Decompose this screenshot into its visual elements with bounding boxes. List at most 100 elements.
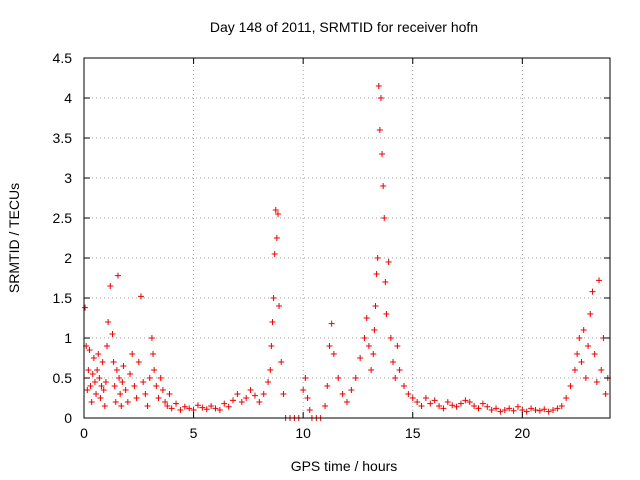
data-point-0-50	[155, 395, 162, 401]
data-point-0-49	[153, 383, 160, 389]
data-point-0-31	[118, 403, 125, 409]
data-point-0-104	[328, 320, 335, 327]
data-point-0-65	[208, 403, 215, 409]
data-point-0-70	[230, 397, 237, 404]
data-point-0-32	[119, 379, 126, 385]
data-point-0-41	[137, 293, 144, 300]
data-point-0-122	[376, 127, 383, 133]
data-point-0-29	[116, 375, 123, 381]
data-point-0-101	[322, 403, 329, 409]
data-point-0-44	[144, 403, 151, 409]
data-point-0-24	[110, 359, 117, 365]
data-point-0-142	[431, 397, 438, 404]
data-point-0-11	[94, 367, 101, 373]
data-point-0-156	[493, 405, 500, 412]
data-point-0-16	[99, 359, 106, 365]
data-point-0-22	[107, 283, 114, 289]
data-point-0-140	[422, 395, 429, 401]
data-point-0-67	[216, 407, 223, 413]
data-point-0-128	[383, 311, 390, 317]
data-point-0-4	[86, 347, 93, 353]
data-point-0-133	[394, 343, 401, 349]
data-point-0-185	[596, 277, 603, 284]
axes	[83, 57, 611, 419]
data-point-0-89	[280, 391, 287, 397]
data-point-0-0	[82, 304, 89, 311]
data-point-0-46	[148, 335, 155, 341]
data-point-0-5	[87, 383, 94, 389]
data-point-0-21	[105, 319, 112, 325]
data-point-0-95	[302, 375, 309, 381]
data-point-0-131	[390, 359, 397, 365]
data-point-0-80	[268, 343, 275, 349]
data-point-0-111	[357, 355, 364, 361]
data-point-0-26	[112, 399, 119, 405]
data-point-0-180	[585, 343, 592, 349]
data-point-0-143	[436, 403, 443, 409]
x-tick-label-1: 5	[190, 425, 198, 441]
data-point-0-135	[400, 383, 407, 389]
data-point-0-154	[484, 403, 491, 410]
data-point-0-146	[449, 402, 456, 409]
data-point-0-86	[274, 211, 281, 217]
data-point-0-163	[523, 408, 530, 415]
data-point-0-153	[479, 400, 486, 407]
data-point-0-18	[101, 403, 108, 409]
data-point-0-181	[587, 311, 594, 317]
data-point-0-10	[93, 391, 100, 397]
data-point-0-115	[368, 367, 375, 373]
data-point-0-179	[582, 375, 589, 381]
y-tick-label-6: 3	[64, 170, 72, 186]
data-point-0-148	[457, 400, 464, 407]
data-point-0-54	[164, 403, 171, 409]
data-point-0-39	[133, 395, 140, 401]
data-point-0-108	[344, 399, 350, 405]
data-point-0-165	[532, 407, 539, 413]
data-point-0-48	[151, 367, 158, 373]
data-point-0-120	[374, 255, 381, 261]
data-point-0-155	[488, 407, 495, 413]
data-point-0-35	[124, 399, 131, 405]
data-point-0-58	[177, 407, 184, 413]
data-point-0-167	[541, 406, 548, 413]
data-point-0-12	[95, 351, 102, 357]
data-point-0-151	[471, 403, 478, 409]
data-point-0-60	[186, 405, 193, 412]
y-tick-label-9: 4.5	[53, 50, 73, 66]
data-point-0-188	[602, 391, 609, 397]
data-point-0-97	[306, 407, 313, 413]
data-point-0-125	[380, 183, 387, 189]
data-point-0-134	[396, 367, 403, 373]
data-point-0-3	[85, 367, 92, 373]
data-point-0-105	[330, 351, 337, 357]
data-point-0-53	[162, 399, 169, 405]
data-point-0-77	[260, 391, 267, 397]
data-point-0-38	[131, 383, 138, 389]
data-point-0-109	[348, 387, 355, 393]
data-point-0-56	[168, 405, 175, 412]
data-point-0-20	[104, 343, 111, 349]
data-point-0-160	[510, 407, 517, 414]
data-point-0-161	[514, 403, 521, 410]
data-point-0-171	[558, 403, 565, 409]
data-point-0-14	[97, 395, 104, 401]
data-point-0-141	[427, 400, 434, 407]
data-point-0-57	[173, 400, 180, 407]
data-point-0-118	[372, 303, 379, 309]
y-tick-label-5: 2.5	[53, 210, 73, 226]
plot-frame	[83, 57, 611, 419]
data-point-0-71	[234, 391, 241, 397]
x-tick-label-0: 0	[80, 425, 88, 441]
data-point-0-164	[528, 405, 535, 412]
data-point-0-149	[462, 397, 469, 404]
data-point-0-166	[536, 407, 543, 414]
y-tick-label-1: 0.5	[53, 370, 73, 386]
data-point-0-82	[270, 295, 277, 301]
chart-title: Day 148 of 2011, SRMTID for receiver hof…	[210, 19, 478, 35]
y-tick-label-8: 4	[64, 90, 72, 106]
y-tick-label-4: 2	[64, 250, 72, 266]
data-point-0-138	[414, 399, 421, 405]
data-point-0-184	[593, 379, 600, 385]
data-point-0-107	[339, 391, 346, 397]
data-point-0-183	[591, 351, 598, 357]
